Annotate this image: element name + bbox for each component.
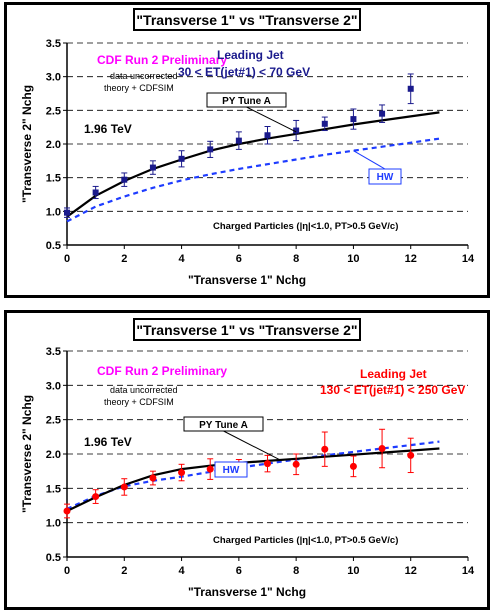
x-tick-label: 12 [405, 253, 417, 265]
hw-label-pointer [353, 150, 386, 170]
energy-label: 1.96 TeV [84, 435, 132, 449]
x-tick-label: 8 [293, 565, 299, 577]
y-tick-label: 1.0 [46, 206, 61, 218]
y-tick-label: 1.5 [46, 173, 61, 185]
data-point [207, 146, 214, 153]
data-point [264, 460, 271, 468]
x-tick-label: 2 [121, 253, 127, 265]
x-tick-label: 0 [64, 565, 70, 577]
chart-title-box [133, 8, 361, 31]
x-axis-label: "Transverse 1" Nchg [188, 585, 306, 599]
y-tick-label: 3.5 [46, 38, 61, 50]
y-tick-label: 3.0 [46, 380, 61, 392]
data-point [64, 209, 70, 216]
theory-label: theory + CDFSIM [104, 83, 174, 93]
y-tick-label: 2.0 [46, 139, 61, 151]
charged-particles-label: Charged Particles (|η|<1.0, PT>0.5 GeV/c… [213, 535, 398, 546]
py-label-pointer [246, 106, 297, 133]
charged-particles-label: Charged Particles (|η|<1.0, PT>0.5 GeV/c… [213, 221, 398, 232]
data-point [292, 460, 300, 468]
x-tick-label: 4 [179, 565, 186, 577]
chart-title: "Transverse 1" vs "Transverse 2" [136, 12, 357, 28]
leading-jet-label: Leading Jet [217, 48, 284, 62]
y-tick-label: 3.5 [46, 346, 61, 358]
jet-range-label: 30 < ET(jet#1) < 70 GeV [178, 65, 310, 79]
data-uncorrected-label: data uncorrected [110, 71, 178, 81]
py-tune-a-curve [66, 111, 440, 218]
chart-top-svg: "Transverse 1" vs "Transverse 2" 0.5 1.0 1.… [20, 8, 475, 287]
chart-title-box [133, 318, 361, 341]
x-tick-label: 6 [236, 565, 242, 577]
cdf-preliminary-label: CDF Run 2 Preliminary [97, 364, 227, 378]
x-tick-label: 4 [179, 253, 186, 265]
y-tick-label: 2.5 [46, 105, 61, 117]
data-point [321, 120, 328, 127]
hw-label-box [368, 168, 402, 185]
y-tick-label: 2.0 [46, 449, 61, 461]
y-axis-label: "Transverse 2" Nchg [20, 395, 34, 513]
data-point [149, 474, 157, 482]
jet-range-label: 130 < ET(jet#1) < 250 GeV [320, 383, 465, 397]
data-point [379, 110, 386, 117]
data-point [349, 462, 357, 470]
py-label: PY Tune A [199, 420, 248, 431]
cdf-preliminary-label: CDF Run 2 Preliminary [97, 53, 227, 67]
data-point [178, 469, 186, 477]
data-point [149, 164, 156, 171]
hw-label: HW [223, 465, 240, 476]
x-tick-label: 8 [293, 253, 299, 265]
x-tick-label: 6 [236, 253, 242, 265]
data-point [378, 445, 386, 453]
chart-title: "Transverse 1" vs "Transverse 2" [136, 322, 357, 338]
y-tick-label: 3.0 [46, 72, 61, 84]
y-axis-label: "Transverse 2" Nchg [20, 85, 34, 203]
data-point [206, 465, 214, 473]
y-tick-label: 1.5 [46, 483, 61, 495]
py-label: PY Tune A [222, 96, 271, 107]
data-point [350, 116, 357, 123]
y-tick-label: 1.0 [46, 518, 61, 530]
x-tick-label: 2 [121, 565, 127, 577]
x-tick-label: 10 [347, 253, 359, 265]
leading-jet-label: Leading Jet [360, 367, 427, 381]
data-point [407, 85, 414, 92]
y-tick-label: 2.5 [46, 415, 61, 427]
py-tune-a-curve [66, 447, 440, 512]
data-point [407, 451, 415, 459]
hw-curve [66, 137, 440, 223]
hw-label-box [214, 461, 248, 478]
hw-curve [66, 440, 440, 510]
chart-panel-bottom: "Transverse 1" vs "Transverse 2" 0.5 1.0 1.… [4, 310, 490, 610]
chart-panel-top: "Transverse 1" vs "Transverse 2" 0.5 1.0 1.… [4, 2, 490, 298]
data-point [92, 189, 99, 196]
data-point [178, 155, 185, 162]
data-point [264, 132, 271, 139]
x-tick-label: 10 [347, 565, 359, 577]
data-point [92, 493, 100, 501]
hw-label: HW [377, 172, 394, 183]
energy-label: 1.96 TeV [84, 122, 132, 136]
data-uncorrected-label: data uncorrected [110, 385, 178, 395]
x-tick-label: 12 [405, 565, 417, 577]
x-tick-label: 0 [64, 253, 70, 265]
data-point [235, 137, 242, 144]
py-label-box [183, 416, 264, 432]
x-tick-label: 14 [462, 565, 475, 577]
y-tick-label: 0.5 [46, 552, 61, 564]
y-tick-label: 0.5 [46, 240, 61, 252]
x-axis-label: "Transverse 1" Nchg [188, 273, 306, 287]
py-label-pointer [223, 430, 283, 462]
py-label-box [206, 92, 287, 108]
chart-bottom-svg: "Transverse 1" vs "Transverse 2" 0.5 1.0 1.… [20, 318, 475, 599]
data-point [121, 176, 128, 183]
data-point [120, 483, 128, 491]
data-point [321, 445, 329, 453]
x-tick-label: 14 [462, 253, 475, 265]
data-point [63, 507, 71, 515]
theory-label: theory + CDFSIM [104, 397, 174, 407]
data-point [293, 127, 300, 134]
